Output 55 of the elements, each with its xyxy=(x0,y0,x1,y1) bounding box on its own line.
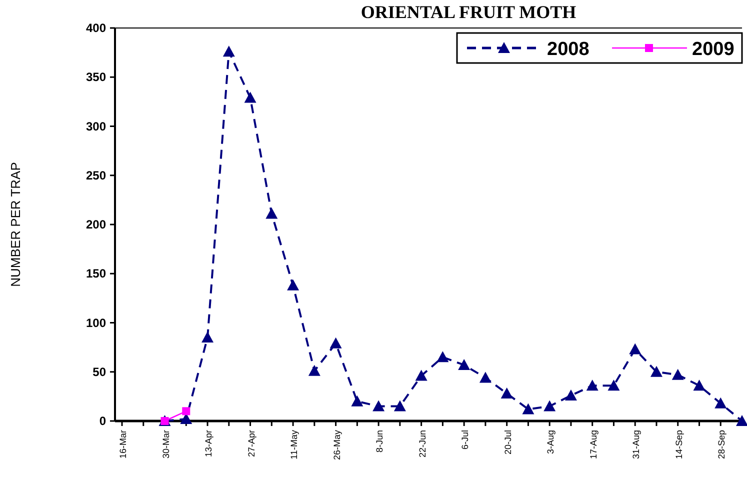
chart-title: ORIENTAL FRUIT MOTH xyxy=(360,2,576,22)
point xyxy=(629,343,642,354)
point xyxy=(693,380,706,391)
y-tick-label: 250 xyxy=(86,168,106,182)
x-tick-label: 27-Apr xyxy=(246,430,256,458)
point xyxy=(564,389,577,400)
x-tick-label: 30-Mar xyxy=(160,430,171,459)
y-tick-label: 100 xyxy=(86,316,106,330)
point xyxy=(308,364,320,376)
point xyxy=(650,366,662,377)
point xyxy=(351,395,364,406)
point xyxy=(522,403,534,414)
point xyxy=(182,407,190,416)
point xyxy=(479,372,492,383)
y-axis-title: NUMBER PER TRAP xyxy=(8,162,23,287)
legend-label: 2009 xyxy=(692,39,734,60)
x-tick-label: 16-Mar xyxy=(118,430,128,459)
point xyxy=(436,351,449,362)
x-tick-label: 14-Sep xyxy=(674,430,684,460)
x-tick-label: 11-May xyxy=(289,430,300,460)
x-tick-label: 28-Sep xyxy=(716,430,727,460)
y-tick-label: 300 xyxy=(86,119,106,134)
legend-label: 2008 xyxy=(547,39,590,60)
x-tick-label: 17-Aug xyxy=(588,430,598,460)
point xyxy=(372,400,385,412)
x-tick-label: 26-May xyxy=(332,430,342,460)
point xyxy=(736,415,747,426)
x-tick-label: 31-Aug xyxy=(631,430,642,460)
point xyxy=(330,337,342,348)
point xyxy=(544,400,556,412)
point xyxy=(222,46,235,57)
point xyxy=(458,359,470,370)
point xyxy=(287,279,300,290)
y-tick-label: 0 xyxy=(99,414,106,428)
x-tick-label: 8-Jun xyxy=(374,430,385,453)
point xyxy=(415,370,428,381)
y-tick-label: 400 xyxy=(86,21,106,35)
y-tick-label: 200 xyxy=(86,218,106,232)
x-tick-label: 22-Jun xyxy=(417,430,428,458)
point xyxy=(244,92,256,103)
point xyxy=(202,331,214,342)
point xyxy=(608,380,620,391)
point xyxy=(266,208,278,219)
x-tick-label: 3-Aug xyxy=(546,430,556,454)
y-tick-label: 350 xyxy=(86,70,106,84)
y-tick-label: 150 xyxy=(86,266,106,281)
y-tick-label: 50 xyxy=(92,364,106,379)
x-tick-label: 6-Jul xyxy=(460,430,470,450)
x-tick-label: 13-Apr xyxy=(204,430,214,458)
x-tick-label: 20-Jul xyxy=(502,430,513,455)
point xyxy=(394,400,406,412)
point xyxy=(586,380,598,391)
point xyxy=(672,368,684,380)
point xyxy=(714,397,727,408)
point xyxy=(500,387,513,398)
